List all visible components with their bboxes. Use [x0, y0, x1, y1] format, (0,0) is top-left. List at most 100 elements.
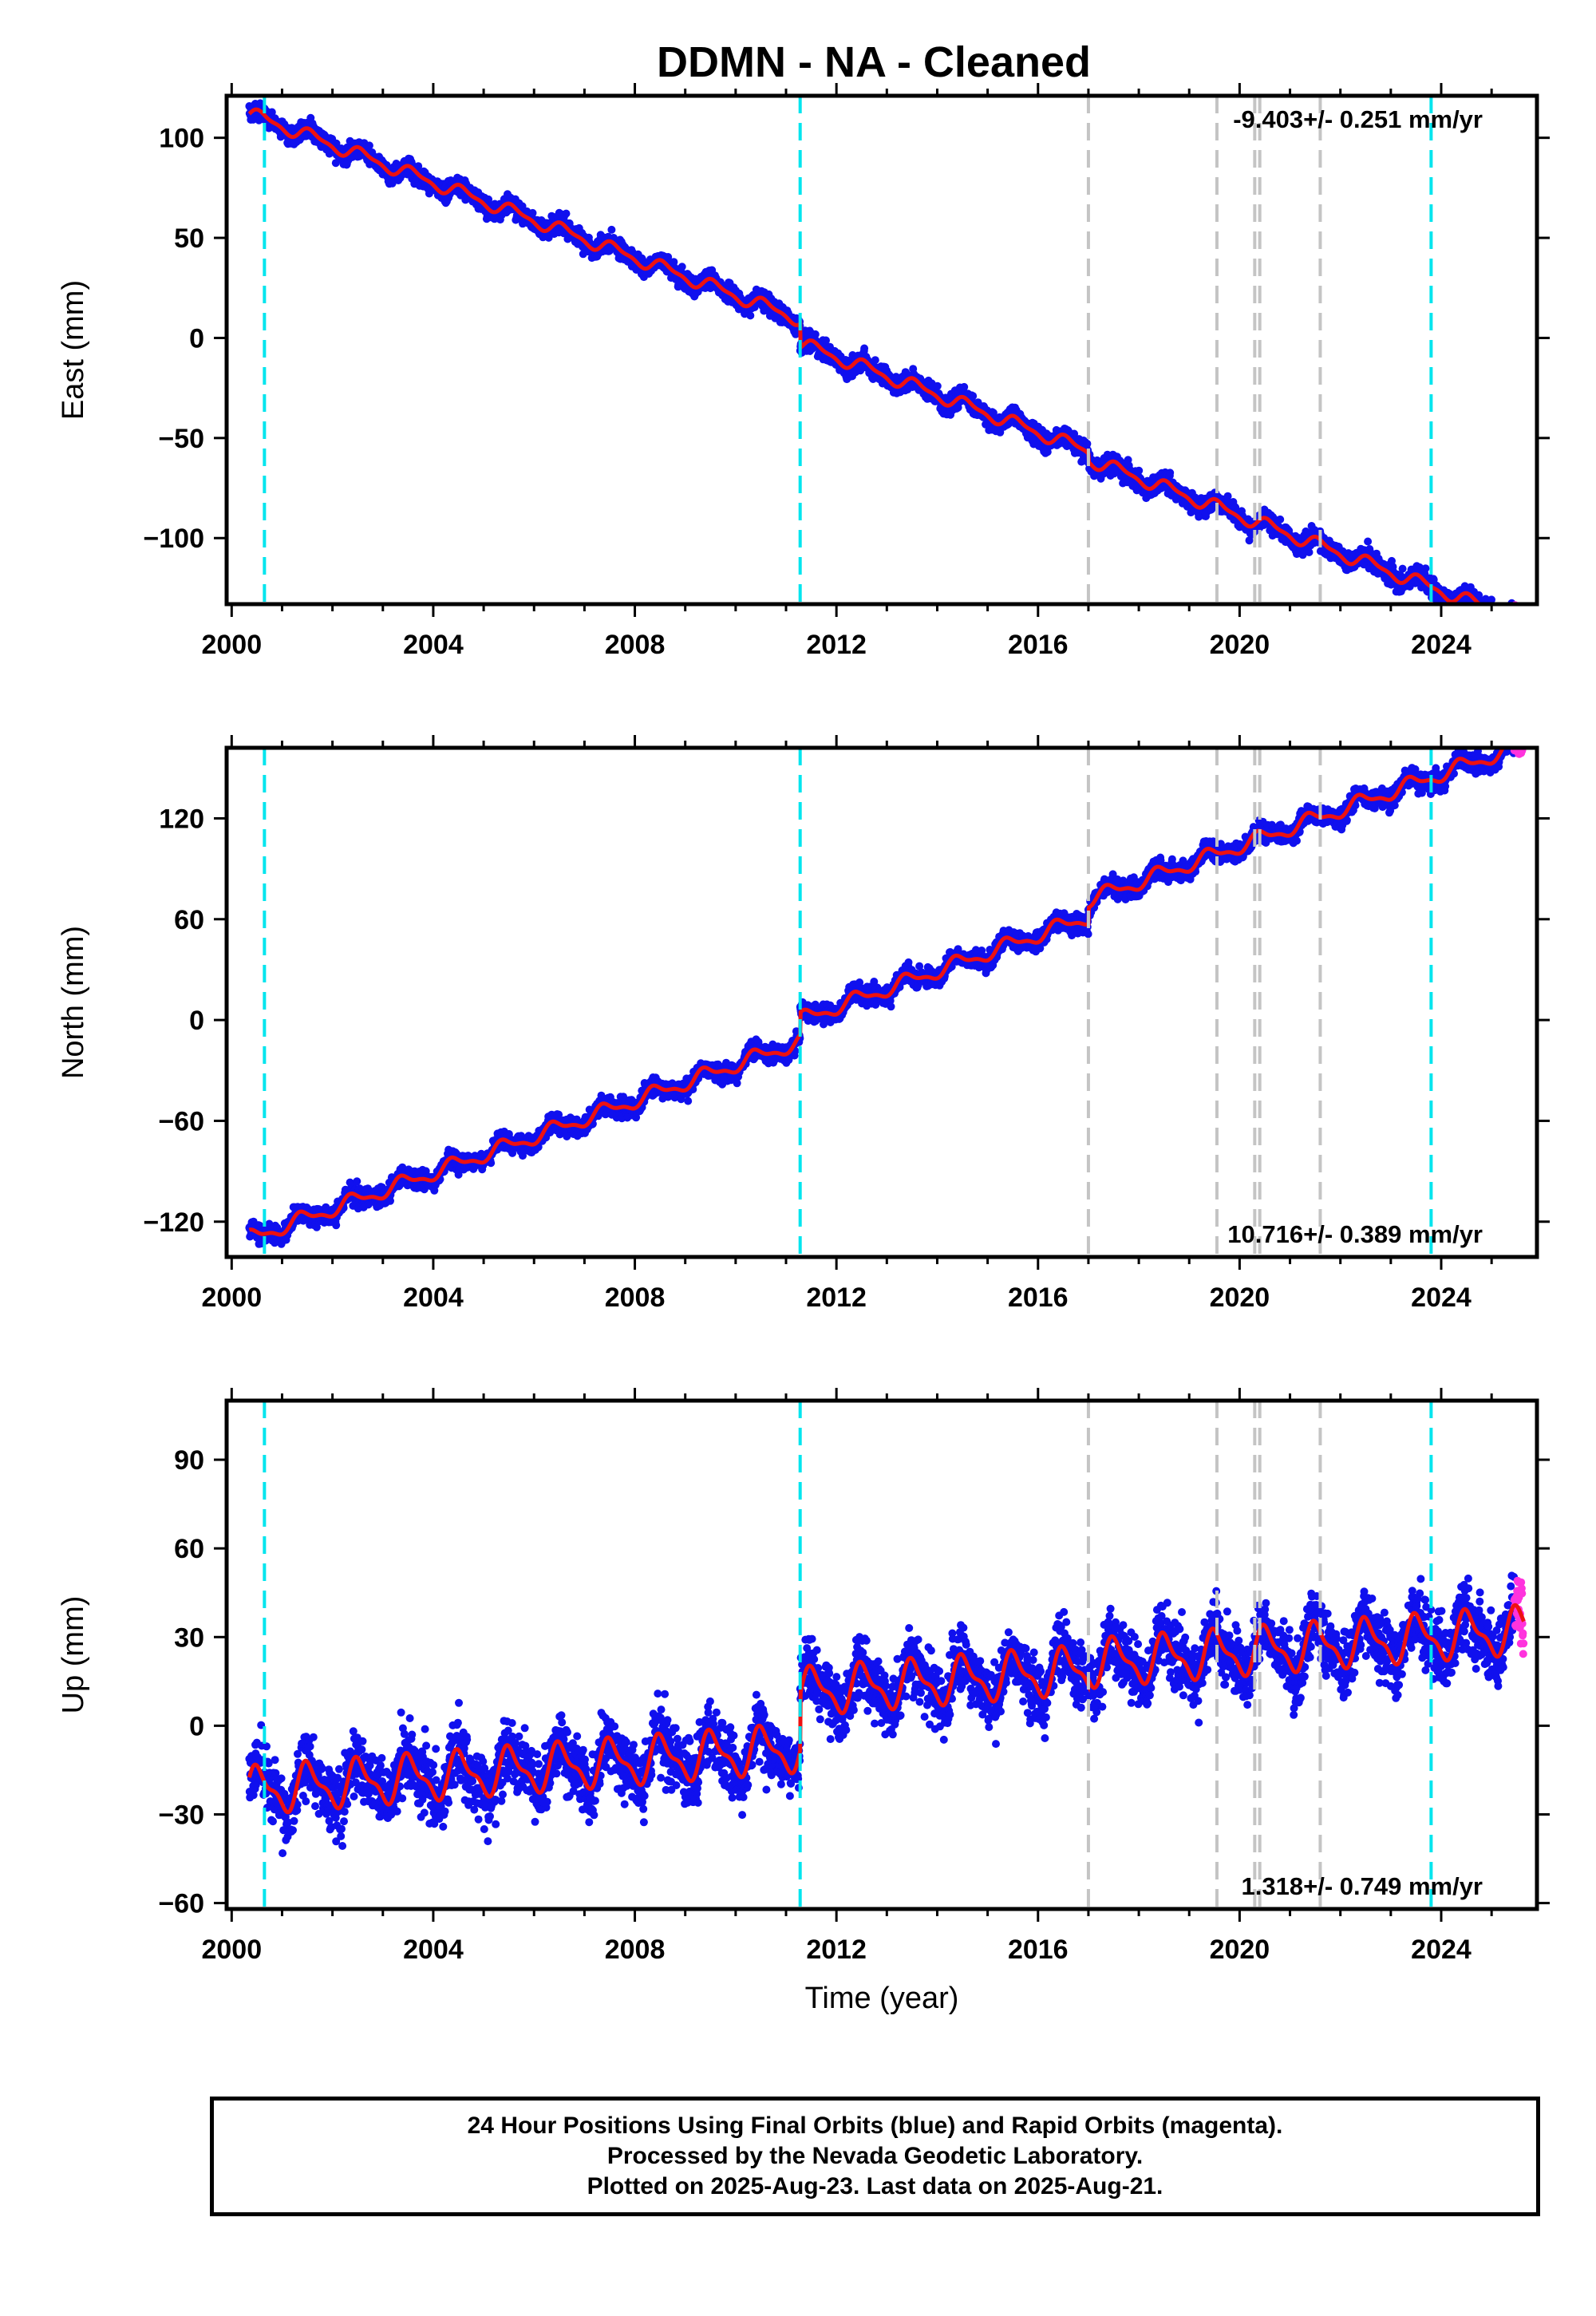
final-orbit-point	[1500, 618, 1508, 626]
final-orbit-point	[933, 381, 942, 390]
final-orbit-point	[1509, 618, 1517, 626]
final-orbit-point	[332, 1221, 341, 1230]
rapid-orbit-point	[1512, 610, 1520, 618]
final-orbit-point	[1502, 612, 1510, 620]
final-orbit-point	[1364, 537, 1373, 546]
final-orbit-point	[1507, 609, 1515, 617]
final-orbit-point	[1496, 616, 1504, 624]
rapid-orbit-point	[1519, 613, 1527, 621]
rapid-orbit-point	[1511, 611, 1519, 619]
final-orbit-point	[1509, 609, 1517, 617]
final-orbit-point	[1496, 618, 1504, 626]
final-orbit-point	[1480, 610, 1488, 618]
chart-title: DDMN - NA - Cleaned	[657, 38, 1091, 86]
final-orbit-point	[353, 1177, 361, 1186]
east-plot-area	[245, 99, 1527, 630]
final-orbit-point	[1493, 607, 1501, 615]
final-orbit-point	[1447, 609, 1455, 617]
final-orbit-point	[1503, 612, 1511, 620]
final-orbit-point	[1495, 613, 1503, 621]
final-orbit-point	[1503, 611, 1511, 619]
final-orbit-point	[1503, 620, 1511, 628]
final-orbit-point	[1499, 615, 1507, 623]
final-orbit-point	[1483, 606, 1491, 614]
rapid-orbit-point	[1519, 622, 1527, 630]
final-orbit-point	[1510, 616, 1518, 624]
final-orbit-point	[1506, 607, 1514, 615]
final-orbit-point	[1305, 548, 1314, 556]
panel-east: 2000 2004 2008 2012 2016 2020 2024100500−50−10…	[57, 83, 1550, 660]
final-orbit-point	[1504, 608, 1512, 616]
final-orbit-point	[1499, 619, 1507, 626]
final-orbit-point	[1497, 616, 1505, 624]
final-orbit-point	[1494, 607, 1502, 615]
final-orbit-point	[1496, 616, 1504, 624]
east-y-axis-label: East (mm)	[57, 280, 90, 420]
final-orbit-point	[1505, 612, 1513, 620]
final-orbit-point	[1495, 613, 1503, 621]
final-orbit-point	[1493, 607, 1501, 615]
x-tick-label: 2020	[1210, 630, 1270, 660]
final-orbit-point	[1502, 607, 1510, 615]
final-orbit-point	[1480, 611, 1488, 619]
final-orbit-point	[1482, 611, 1490, 619]
rapid-orbit-point	[1515, 611, 1523, 619]
rapid-orbit-point	[1514, 613, 1522, 621]
final-orbit-point	[1493, 614, 1501, 622]
final-orbit-point	[1502, 612, 1510, 620]
rapid-orbit-point	[1516, 613, 1524, 621]
rapid-orbit-point	[1514, 614, 1522, 622]
final-orbit-point	[1498, 618, 1506, 626]
final-orbit-point	[1501, 620, 1509, 628]
final-orbit-point	[1166, 468, 1175, 477]
final-orbit-point	[1491, 614, 1499, 622]
north-plot-area	[245, 748, 1527, 1248]
rapid-orbit-point	[1515, 608, 1523, 616]
final-orbit-point	[1498, 620, 1506, 628]
final-orbit-point	[664, 253, 673, 261]
final-orbit-point	[1441, 606, 1449, 614]
rapid-orbit-point	[1513, 608, 1521, 616]
final-orbit-point	[1451, 611, 1459, 619]
final-orbit-point	[607, 225, 616, 234]
y-tick-label: 100	[159, 124, 204, 154]
rapid-orbit-point	[1515, 610, 1523, 618]
final-orbit-point	[1495, 611, 1503, 619]
final-orbit-point	[1507, 607, 1515, 615]
final-orbit-point	[562, 209, 571, 218]
final-orbit-point	[969, 392, 978, 401]
final-orbit-point	[1508, 611, 1516, 619]
final-orbit-point	[1506, 615, 1514, 622]
rapid-orbit-point	[1518, 613, 1526, 621]
final-orbit-point	[1276, 515, 1285, 524]
final-orbit-point	[1495, 611, 1503, 619]
rapid-orbit-point	[1518, 616, 1526, 624]
final-orbit-point	[388, 179, 397, 188]
rapid-orbit-point	[1516, 611, 1524, 619]
final-orbit-point	[1499, 617, 1507, 625]
final-orbit-point	[1487, 608, 1495, 616]
rapid-orbit-point	[1516, 607, 1524, 615]
rapid-orbit-point	[1511, 608, 1519, 616]
final-orbit-point	[1505, 608, 1513, 616]
rapid-orbit-point	[1519, 617, 1527, 625]
rapid-orbit-point	[1517, 609, 1525, 617]
rapid-orbit-point	[1512, 612, 1520, 620]
final-orbit-point	[1489, 609, 1497, 617]
y-tick-label: −50	[158, 424, 204, 454]
final-orbit-point	[1507, 615, 1515, 623]
final-orbit-point	[1492, 618, 1500, 626]
panels: 2000 2004 2008 2012 2016 2020 2024100500−50−10…	[57, 83, 1550, 2015]
final-orbit-point	[414, 162, 423, 171]
y-tick-label: 50	[174, 223, 204, 254]
final-orbit-point	[267, 108, 276, 117]
final-orbit-point	[1509, 606, 1517, 614]
final-orbit-point	[1492, 609, 1500, 617]
final-orbit-point	[1490, 615, 1498, 623]
final-orbit-point	[1503, 612, 1511, 620]
final-orbit-point	[871, 356, 879, 365]
x-tick-label: 2024	[1411, 630, 1472, 660]
final-orbit-point	[1510, 612, 1518, 620]
rapid-orbit-point	[1511, 615, 1519, 622]
